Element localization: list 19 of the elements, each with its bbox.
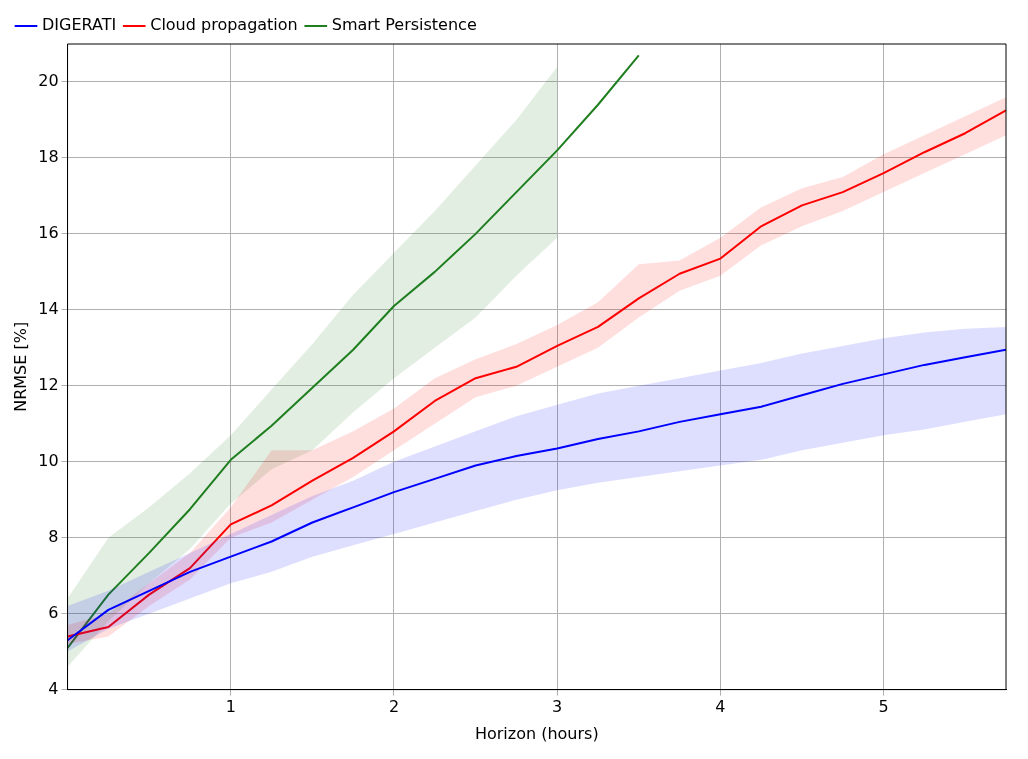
y-tick-label: 6 (48, 602, 59, 622)
legend-label: DIGERATI (42, 15, 117, 35)
legend-label: Cloud propagation (150, 15, 298, 35)
y-tick-label: 14 (38, 298, 59, 318)
x-tick-label: 1 (225, 697, 236, 717)
y-tick-label: 20 (38, 71, 59, 91)
y-tick-label: 18 (38, 147, 59, 167)
x-tick-label: 4 (715, 697, 726, 717)
y-tick-label: 4 (48, 678, 59, 698)
x-axis-title: Horizon (hours) (474, 723, 599, 743)
y-tick-label: 16 (38, 223, 59, 243)
y-tick-label: 12 (38, 374, 59, 394)
y-tick-label: 8 (48, 526, 59, 546)
x-tick-label: 3 (552, 697, 563, 717)
y-tick-label: 10 (38, 450, 59, 470)
x-tick-label: 2 (388, 697, 400, 717)
legend-label: Smart Persistence (331, 15, 477, 35)
x-tick-label: 5 (878, 697, 889, 717)
y-axis-title: NRMSE [%] (10, 321, 30, 412)
